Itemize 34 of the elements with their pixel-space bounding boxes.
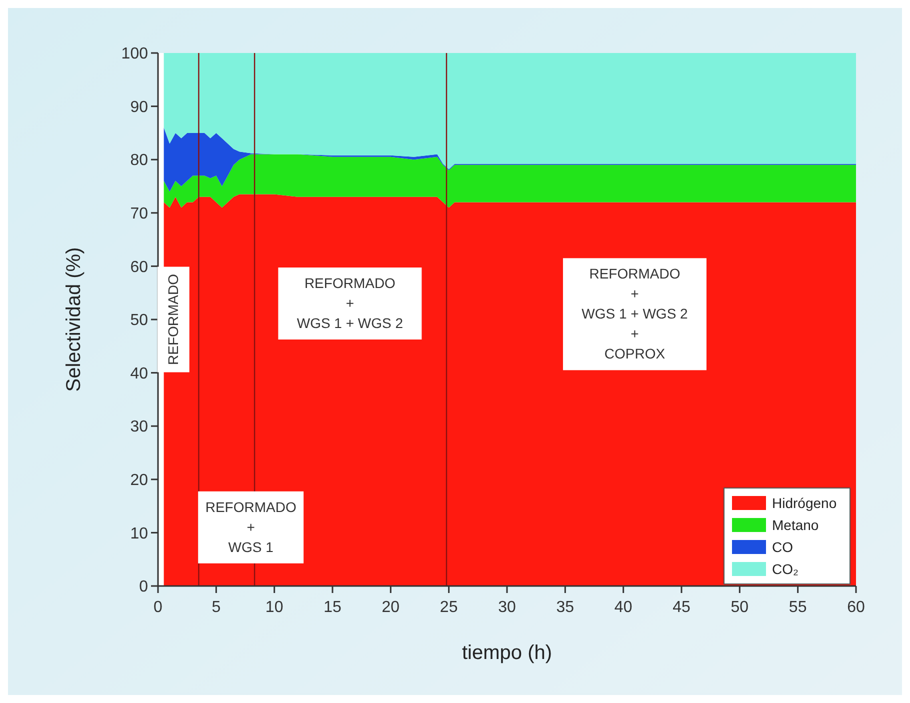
y-tick-label: 20	[130, 472, 148, 489]
annotation: REFORMADO + WGS 1 + WGS 2 + COPROX	[582, 266, 688, 362]
x-tick-label: 60	[847, 599, 865, 616]
x-tick-label: 5	[212, 599, 221, 616]
legend-label: Metano	[772, 517, 819, 533]
annotation: REFORMADO	[164, 274, 181, 365]
y-tick-label: 100	[121, 46, 148, 63]
y-tick-label: 70	[130, 206, 148, 222]
y-tick-label: 90	[130, 98, 148, 116]
x-tick-label: 50	[730, 599, 749, 616]
y-axis-title: Selectividad (%)	[63, 247, 85, 392]
y-tick-label: 50	[130, 312, 148, 330]
legend-label: CO₂	[772, 561, 798, 577]
x-tick-label: 30	[498, 599, 516, 616]
x-axis-title: tiempo (h)	[462, 642, 552, 664]
annotation: REFORMADO + WGS 1 + WGS 2	[296, 274, 404, 331]
x-tick-label: 35	[556, 599, 574, 616]
y-tick-label: 60	[130, 258, 148, 276]
x-tick-label: 45	[672, 599, 690, 616]
y-tick-label: 80	[130, 152, 148, 170]
x-tick-label: 0	[154, 599, 163, 616]
x-tick-label: 25	[440, 599, 458, 616]
x-tick-label: 40	[614, 599, 632, 616]
y-tick-label: 10	[130, 525, 148, 542]
x-tick-label: 55	[788, 599, 807, 616]
annotation: REFORMADO + WGS 1	[205, 498, 296, 555]
x-tick-label: 20	[382, 599, 400, 616]
y-tick-label: 40	[130, 365, 148, 382]
y-tick-label: 30	[130, 418, 148, 436]
legend-label: CO	[772, 539, 794, 555]
y-tick-label: 0	[139, 578, 148, 596]
x-tick-label: 10	[265, 599, 284, 616]
legend-label: Hidrógeno	[772, 495, 837, 511]
x-tick-label: 15	[324, 599, 342, 616]
